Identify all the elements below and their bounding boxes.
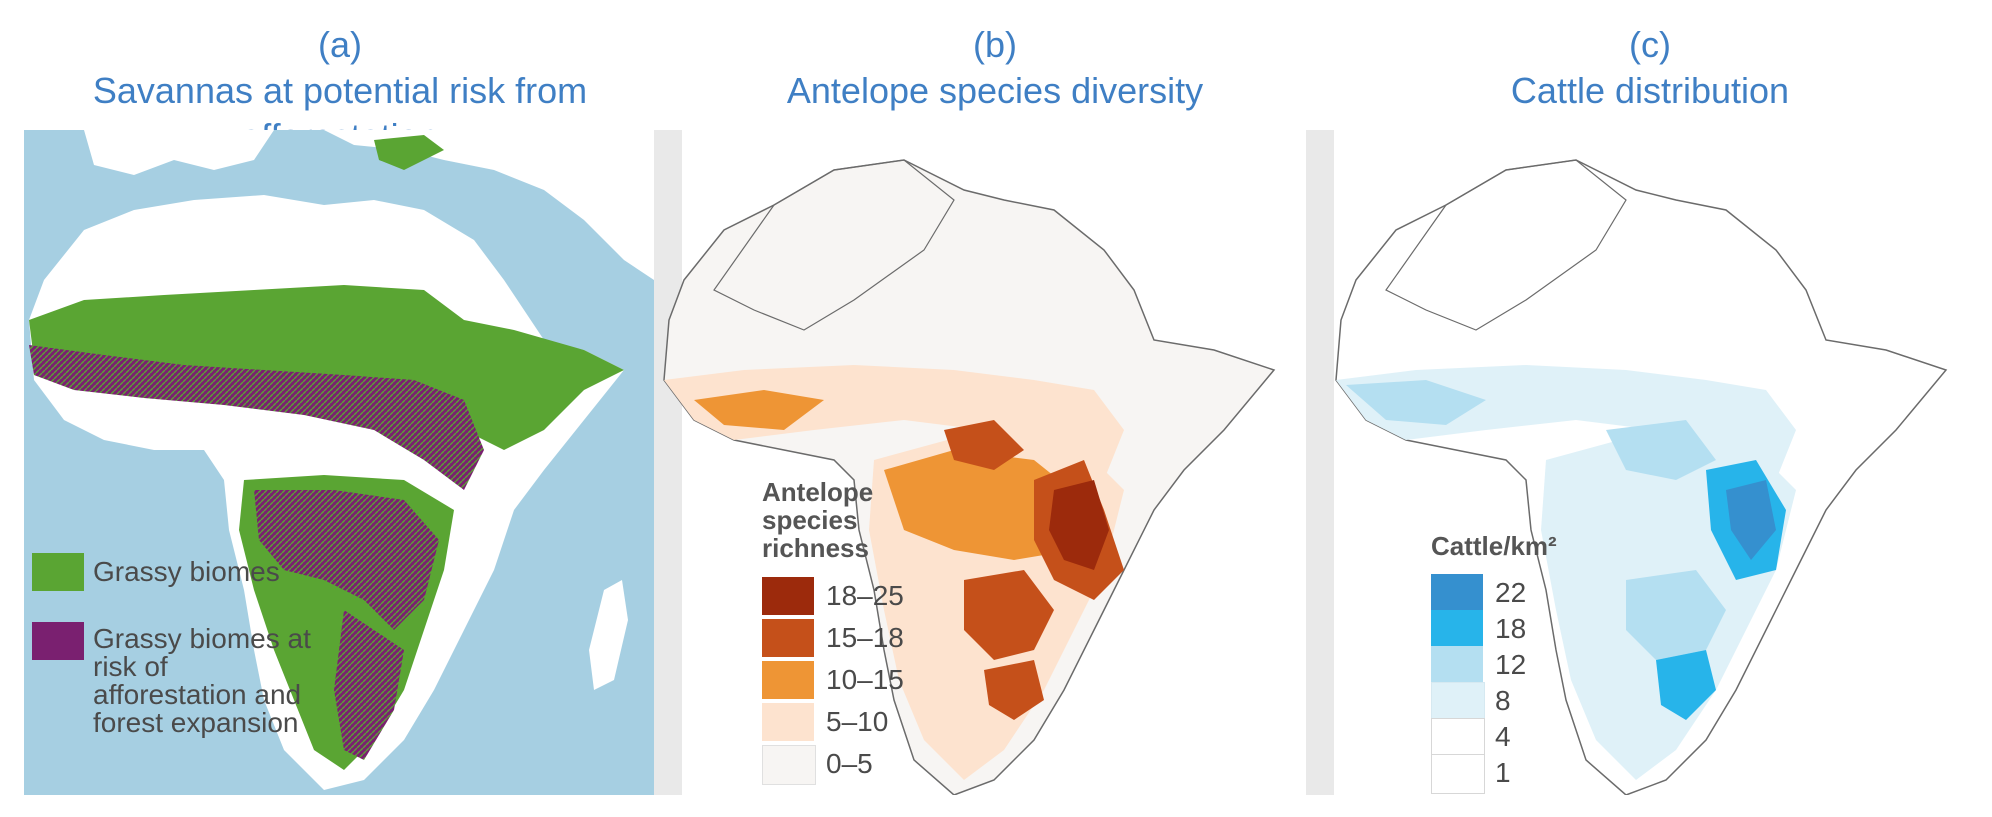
panel-c-title: Cattle distribution (1510, 70, 1790, 111)
legend-c-swatch-4 (1431, 718, 1485, 758)
madagascar (589, 580, 628, 690)
legend-swatch-risk (32, 622, 84, 660)
panel-c-map (1306, 130, 1948, 795)
legend-c-label-2: 12 (1495, 649, 1527, 680)
panel-a-map (24, 130, 654, 795)
cattle-12-west (1346, 380, 1486, 425)
panel-b-letter: (b) (973, 24, 1017, 65)
legend-c-label-3: 8 (1495, 685, 1511, 716)
legend-c-swatch-3 (1431, 682, 1485, 722)
middle-east-landmass (324, 130, 654, 280)
legend-label-risk: Grassy biomes at risk of afforestation a… (93, 623, 311, 738)
legend-b-title: Antelope species richness (762, 477, 874, 563)
sahel-risk-zone (29, 345, 484, 490)
legend-c-swatch-2 (1431, 646, 1483, 684)
europe-landmass (84, 130, 274, 175)
legend-b-swatch-0 (762, 577, 814, 615)
cattle-22-east (1726, 480, 1776, 560)
legend-b-label-3: 5–10 (826, 706, 889, 737)
country-borders-b (713, 159, 955, 331)
panel-c-title-block: (c) Cattle distribution (1310, 22, 1990, 114)
legend-b-label-2: 10–15 (826, 664, 904, 695)
legend-c-swatch-0 (1431, 574, 1483, 612)
panel-b-edge-shadow (654, 130, 682, 795)
southern-risk-zone-north (254, 490, 439, 630)
legend-c-title: Cattle/km² (1431, 531, 1557, 561)
legend-c-label-1: 18 (1495, 613, 1527, 644)
country-borders-c (1385, 159, 1627, 331)
panel-c-edge-shadow (1306, 130, 1334, 795)
richness-15-18-south (964, 570, 1054, 660)
richness-18-25-east (1049, 480, 1109, 570)
legend-label-grassy: Grassy biomes (93, 556, 280, 587)
panel-a-letter: (a) (318, 24, 362, 65)
cattle-12-south (1626, 570, 1726, 660)
legend-b-swatch-1 (762, 619, 814, 657)
panel-b-title: Antelope species diversity (786, 70, 1204, 111)
legend-b-swatch-3 (762, 703, 814, 741)
legend-c: Cattle/km² (1431, 532, 1591, 560)
panel-c-letter: (c) (1629, 24, 1671, 65)
legend-b-swatch-2 (762, 661, 814, 699)
sahel-grassy-band (29, 285, 624, 450)
southern-risk-zone-east (334, 610, 404, 760)
legend-c-swatch-5 (1431, 754, 1485, 794)
legend-c-swatch-1 (1431, 610, 1483, 648)
legend-b: Antelope species richness (762, 478, 912, 562)
legend-swatch-grassy (32, 553, 84, 591)
legend-b-label-4: 0–5 (826, 748, 873, 779)
legend-b-label-1: 15–18 (826, 622, 904, 653)
richness-15-18-southeast (984, 660, 1044, 720)
cattle-12-central (1606, 420, 1716, 480)
panel-b-title-block: (b) Antelope species diversity (655, 22, 1335, 114)
legend-c-label-5: 1 (1495, 757, 1511, 788)
richness-15-18-cameroon (944, 420, 1024, 470)
legend-c-label-0: 22 (1495, 577, 1527, 608)
cattle-18-southeast (1656, 650, 1716, 720)
middle-east-grassy (374, 135, 444, 170)
legend-c-label-4: 4 (1495, 721, 1511, 752)
panel-b-map (654, 130, 1276, 795)
legend-b-label-0: 18–25 (826, 580, 904, 611)
richness-10-15-west (694, 390, 824, 430)
legend-b-swatch-4 (762, 745, 816, 785)
